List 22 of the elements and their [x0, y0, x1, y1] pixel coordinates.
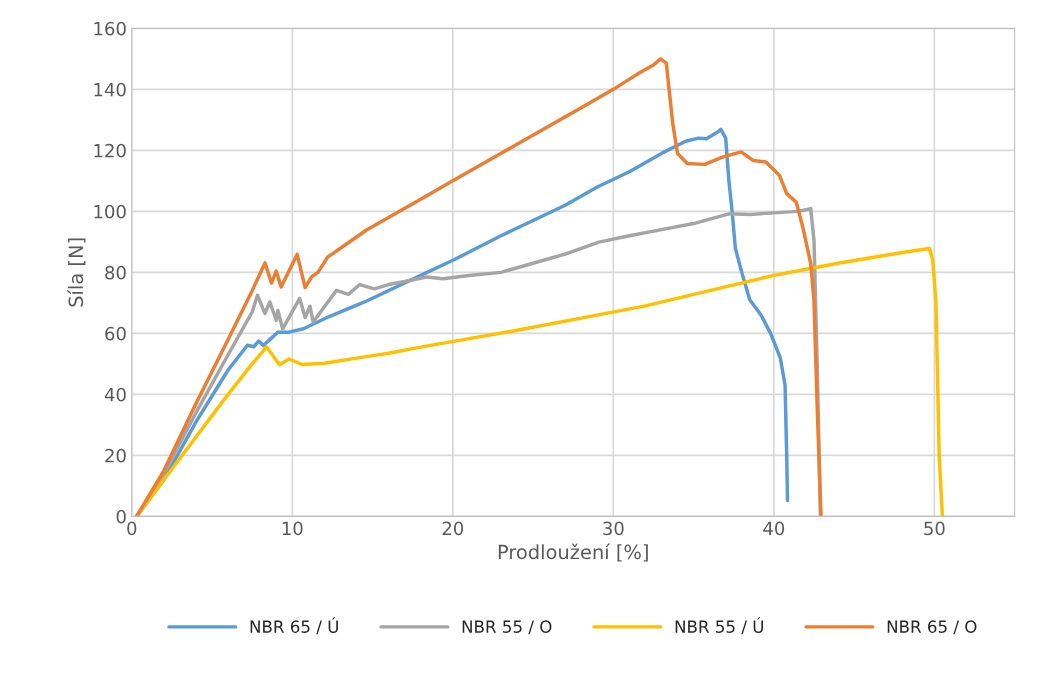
x-tick-label: 30 — [603, 521, 624, 536]
x-tick-label: 10 — [282, 521, 303, 536]
legend-label: NBR 55 / Ú — [675, 617, 763, 635]
y-tick-label: 80 — [105, 265, 126, 280]
y-tick-label: 40 — [104, 387, 126, 402]
x-tick-label: 40 — [763, 521, 785, 536]
legend-label: NBR 55 / O — [462, 620, 552, 635]
y-tick-label: 60 — [105, 326, 126, 341]
y-tick-label: 140 — [94, 82, 126, 97]
y-axis-title: Síla [N] — [67, 238, 86, 307]
y-tick-label: 120 — [94, 143, 126, 158]
legend-label: NBR 65 / O — [887, 620, 977, 635]
x-tick-label: 50 — [924, 521, 945, 536]
y-tick-label: 0 — [116, 509, 126, 524]
legend-label: NBR 65 / Ú — [250, 617, 338, 635]
x-tick-label: 0 — [127, 521, 137, 536]
line-series — [134, 57, 823, 517]
y-tick-label: 100 — [94, 204, 126, 219]
y-tick-label: 160 — [94, 21, 126, 36]
x-axis-title: Prodloužení [%] — [498, 543, 648, 562]
x-tick-label: 20 — [442, 521, 464, 536]
y-tick-label: 20 — [105, 448, 126, 463]
